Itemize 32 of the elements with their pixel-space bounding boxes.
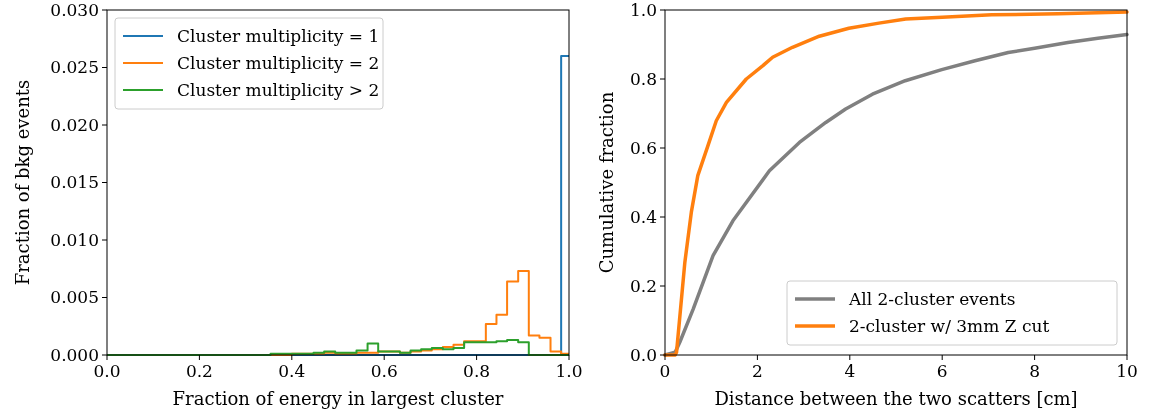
- y-tick-label: 0.8: [629, 68, 657, 89]
- y-axis-title: Cumulative fraction: [596, 91, 617, 274]
- y-tick-label: 0.010: [50, 229, 99, 250]
- x-tick-label: 2: [751, 361, 763, 381]
- x-tick-label: 8: [1029, 361, 1041, 381]
- legend-label: 2-cluster w/ 3mm Z cut: [849, 315, 1050, 336]
- x-tick-label: 4: [844, 361, 856, 381]
- x-tick-label: 0.2: [185, 361, 213, 381]
- y-tick-label: 0.005: [50, 287, 99, 308]
- y-tick-label: 0.015: [50, 172, 99, 193]
- legend-label: All 2-cluster events: [848, 288, 1016, 309]
- y-axis-title: Fraction of bkg events: [12, 79, 33, 286]
- x-tick-label: 1.0: [555, 361, 583, 381]
- x-tick-label: 10: [1116, 361, 1138, 381]
- y-tick-label: 0.030: [50, 0, 99, 20]
- x-tick-label: 6: [936, 361, 948, 381]
- y-tick-label: 0.0: [629, 344, 657, 365]
- y-tick-label: 0.4: [629, 206, 657, 227]
- y-tick-label: 0.6: [629, 137, 657, 158]
- x-tick-label: 0.4: [278, 361, 306, 381]
- legend-label: Cluster multiplicity = 2: [177, 52, 380, 73]
- x-tick-label: 0.8: [463, 361, 491, 381]
- legend-label: Cluster multiplicity = 1: [177, 25, 380, 46]
- y-tick-label: 1.0: [629, 0, 657, 20]
- x-axis-title: Distance between the two scatters [cm]: [714, 388, 1078, 409]
- x-tick-label: 0: [659, 361, 671, 381]
- y-tick-label: 0.020: [50, 114, 99, 135]
- x-tick-label: 0.6: [370, 361, 398, 381]
- y-tick-label: 0.025: [50, 57, 99, 78]
- x-axis-title: Fraction of energy in largest cluster: [172, 388, 504, 409]
- y-tick-label: 0.2: [629, 275, 657, 296]
- legend-label: Cluster multiplicity > 2: [177, 79, 380, 100]
